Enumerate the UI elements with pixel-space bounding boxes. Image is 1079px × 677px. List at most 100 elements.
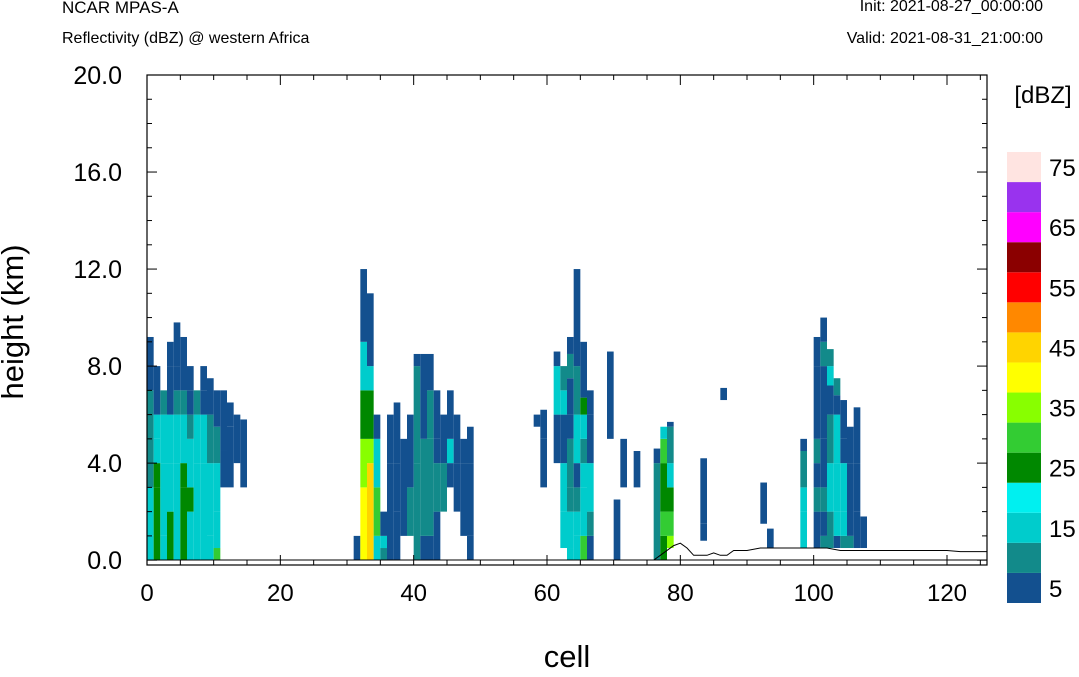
reflectivity-cell [827, 349, 834, 367]
reflectivity-cell [160, 414, 167, 464]
reflectivity-cell [360, 341, 367, 391]
reflectivity-cell [407, 414, 414, 488]
reflectivity-cell [427, 535, 434, 561]
reflectivity-cell [560, 463, 567, 512]
reflectivity-cell [227, 402, 234, 427]
reflectivity-cell [567, 353, 574, 379]
reflectivity-cell [573, 414, 581, 464]
reflectivity-cell [167, 414, 174, 464]
reflectivity-cell [173, 366, 181, 391]
reflectivity-cell [187, 438, 194, 488]
reflectivity-cell [560, 390, 567, 415]
colorbar-swatch [1007, 422, 1041, 453]
reflectivity-cell [560, 511, 567, 549]
reflectivity-cell [173, 463, 181, 561]
x-tick-label: 80 [667, 580, 694, 607]
reflectivity-cell [427, 390, 434, 439]
reflectivity-cell [607, 351, 614, 439]
reflectivity-cell [800, 487, 807, 512]
colorbar-swatch [1007, 242, 1041, 273]
reflectivity-cell [587, 414, 594, 464]
reflectivity-cell [453, 414, 461, 464]
reflectivity-cell [153, 463, 161, 488]
reflectivity-cell [467, 463, 474, 536]
reflectivity-cell [833, 378, 841, 396]
init-time: Init: 2021-08-27_00:00:00 [859, 0, 1043, 15]
reflectivity-cell [200, 366, 207, 391]
reflectivity-cell [587, 463, 594, 512]
reflectivity-cell [200, 414, 207, 464]
reflectivity-cell [860, 516, 867, 549]
reflectivity-cell [560, 366, 567, 391]
reflectivity-cell [180, 414, 187, 464]
terrain-line [653, 542, 987, 561]
reflectivity-cell [360, 487, 367, 561]
reflectivity-cell [440, 414, 447, 464]
reflectivity-cell [813, 366, 821, 439]
reflectivity-cell [173, 322, 181, 367]
reflectivity-cell [387, 414, 394, 464]
reflectivity-cell [227, 426, 234, 488]
reflectivity-cell [440, 463, 447, 512]
reflectivity-cell [160, 463, 167, 536]
reflectivity-cell [160, 390, 167, 415]
reflectivity-cell [653, 463, 661, 561]
reflectivity-cell [580, 341, 587, 398]
reflectivity-cell [393, 402, 401, 464]
reflectivity-cell [153, 438, 161, 464]
reflectivity-cell [573, 535, 581, 561]
y-tick-label: 4.0 [87, 450, 122, 478]
reflectivity-cell [187, 366, 194, 391]
reflectivity-cell [833, 463, 841, 512]
y-tick-label: 8.0 [87, 353, 122, 381]
reflectivity-cell [587, 390, 594, 415]
reflectivity-cell [667, 463, 674, 488]
colorbar-swatch [1007, 152, 1041, 183]
reflectivity-cell [820, 341, 827, 367]
reflectivity-cell [433, 511, 441, 561]
reflectivity-cell [153, 366, 161, 415]
reflectivity-cell [167, 511, 174, 561]
reflectivity-cell [847, 426, 854, 464]
reflectivity-cell [360, 390, 367, 439]
reflectivity-cell [447, 463, 454, 488]
y-axis-label: height (km) [0, 244, 30, 399]
reflectivity-cell [820, 366, 827, 439]
reflectivity-cell [207, 378, 214, 415]
valid-time: Valid: 2021-08-31_21:00:00 [846, 30, 1043, 47]
reflectivity-cell [167, 366, 174, 415]
colorbar-tick-label: 75 [1049, 155, 1076, 182]
x-tick-label: 60 [534, 580, 561, 607]
reflectivity-cell [453, 463, 461, 512]
reflectivity-cell [553, 366, 561, 415]
reflectivity-cell [413, 353, 421, 367]
reflectivity-cell [533, 414, 541, 427]
reflectivity-cell [373, 535, 381, 561]
colorbar-swatch [1007, 362, 1041, 393]
reflectivity-cell [813, 487, 821, 512]
reflectivity-cell [720, 387, 727, 401]
reflectivity-cell [233, 414, 241, 464]
reflectivity-cell [800, 438, 807, 451]
colorbar: 5 15 25 35 45 55 65 75 [1007, 152, 1076, 603]
reflectivity-cell [180, 487, 187, 561]
reflectivity-cell [220, 390, 227, 451]
x-axis-label: cell [544, 639, 591, 674]
reflectivity-cell [460, 438, 467, 464]
reflectivity-cell [820, 535, 827, 549]
reflectivity-cell [833, 395, 841, 415]
y-tick-label: 20.0 [73, 62, 122, 90]
y-tick-label: 12.0 [73, 256, 122, 284]
colorbar-tick-label: 45 [1049, 335, 1076, 362]
reflectivity-cell [580, 438, 587, 464]
y-tick-label: 16.0 [73, 159, 122, 187]
reflectivity-cell [573, 511, 581, 536]
reflectivity-cell [573, 269, 581, 367]
x-tick-label: 40 [400, 580, 427, 607]
colorbar-swatch [1007, 572, 1041, 603]
reflectivity-cell [760, 482, 767, 524]
reflectivity-cell [853, 463, 861, 512]
reflectivity-cell [367, 366, 374, 391]
reflectivity-cell [193, 463, 201, 561]
